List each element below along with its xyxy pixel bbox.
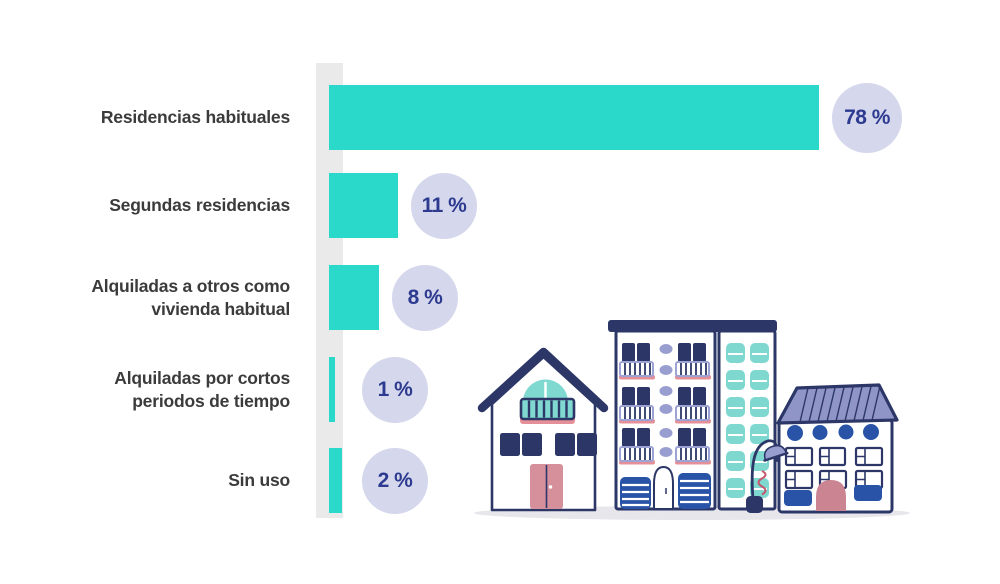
value-label: 78 % [844,105,890,129]
value-label: 2 % [377,468,413,492]
category-label: Alquiladas a otros como vivienda habitua… [91,275,290,319]
bar [329,173,398,238]
value-bubble: 2 % [362,447,428,514]
value-label: 8 % [407,285,443,309]
category-label: Residencias habituales [100,107,290,127]
house-icon [477,347,609,512]
street-lamp-icon [746,439,789,513]
chart-row: Segundas residencias 11 % [0,172,1000,239]
chart-row: Sin uso 2 % [0,447,1000,514]
chart-row: Alquiladas a otros como vivienda habitua… [0,264,1000,331]
value-bubble: 78 % [832,82,902,153]
value-label: 11 % [421,193,467,217]
category-label: Segundas residencias [109,195,290,215]
chart-row: Alquiladas por cortos periodos de tiempo… [0,356,1000,423]
bar [329,448,342,513]
bar [329,265,379,330]
chart-row: Residencias habituales 78 % [0,82,1000,153]
value-bubble: 1 % [362,356,428,423]
value-label: 1 % [377,377,413,401]
value-bubble: 11 % [411,172,477,239]
bar [329,85,819,150]
bar [329,357,335,422]
value-bubble: 8 % [392,264,458,331]
buildings-illustration [474,320,910,520]
corner-building-icon [776,383,899,514]
category-label: Alquiladas por cortos periodos de tiempo [114,367,290,411]
category-label: Sin uso [228,470,290,490]
